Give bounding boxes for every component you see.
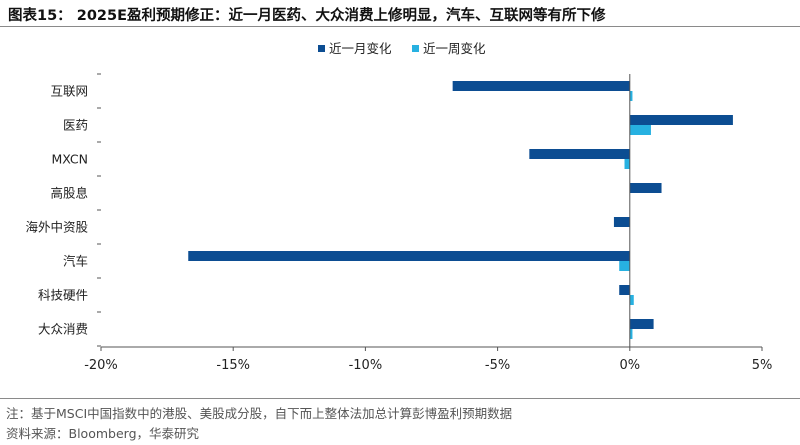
legend-swatch-2 (412, 45, 419, 52)
bar-month-7 (619, 285, 630, 295)
category-label-8: 大众消费 (38, 322, 88, 337)
category-label-3: MXCN (51, 152, 88, 167)
x-tick-label-2: -15% (216, 358, 250, 373)
x-tick-label-3: -10% (349, 358, 383, 373)
category-label-1: 互联网 (50, 84, 88, 99)
footer-divider (0, 398, 800, 399)
category-label-4: 高股息 (50, 186, 88, 201)
bars-group (188, 81, 733, 339)
legend-swatch-1 (318, 45, 325, 52)
bar-month-5 (613, 217, 630, 227)
bar-week-2 (629, 125, 651, 135)
category-label-6: 汽车 (63, 254, 88, 269)
bar-month-4 (629, 183, 662, 193)
chart-source: 资料来源：Bloomberg，华泰研究 (6, 426, 199, 441)
chart-title: 图表15： 2025E盈利预期修正：近一月医药、大众消费上修明显，汽车、互联网等… (8, 8, 606, 24)
category-label-7: 科技硬件 (38, 288, 88, 303)
bar-month-8 (629, 319, 654, 329)
chart-note: 注：基于MSCI中国指数中的港股、美股成分股，自下而上整体法加总计算彭博盈利预期… (6, 406, 513, 421)
x-tick-label-5: 0% (619, 358, 640, 373)
bar-week-6 (619, 261, 630, 271)
legend-label-2: 近一周变化 (423, 41, 486, 56)
bar-week-8 (629, 329, 633, 339)
x-axis: -20% -15% -10% -5% 0% 5% (84, 74, 772, 373)
bar-month-2 (629, 115, 733, 125)
legend: 近一月变化 近一周变化 (318, 41, 486, 56)
bar-week-1 (629, 91, 633, 101)
bar-month-3 (529, 149, 630, 159)
title-divider (0, 26, 800, 27)
x-tick-label-1: -20% (84, 358, 118, 373)
category-label-2: 医药 (63, 118, 88, 133)
bar-month-6 (188, 251, 630, 261)
bar-week-3 (624, 159, 630, 169)
category-label-5: 海外中资股 (25, 220, 88, 235)
bar-week-7 (629, 295, 634, 305)
x-tick-label-6: 5% (752, 358, 773, 373)
legend-label-1: 近一月变化 (329, 41, 392, 56)
x-tick-label-4: -5% (485, 358, 510, 373)
bar-month-1 (452, 81, 630, 91)
